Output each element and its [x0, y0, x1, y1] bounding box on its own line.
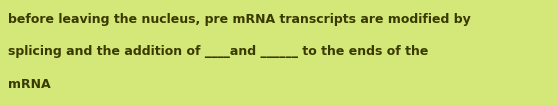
Text: splicing and the addition of ____and ______ to the ends of the: splicing and the addition of ____and ___… — [8, 45, 428, 58]
Text: mRNA: mRNA — [8, 78, 50, 91]
Text: before leaving the nucleus, pre mRNA transcripts are modified by: before leaving the nucleus, pre mRNA tra… — [8, 13, 470, 26]
